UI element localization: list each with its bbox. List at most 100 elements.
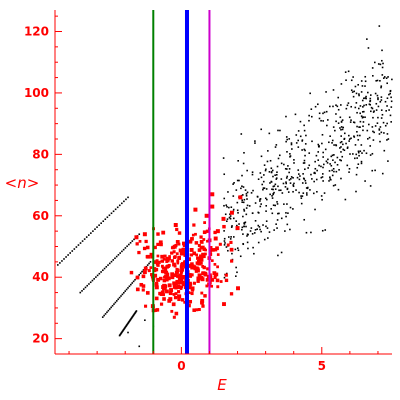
black-point (275, 223, 277, 225)
black-point (236, 209, 239, 212)
red-point (216, 265, 219, 269)
black-point (275, 144, 278, 146)
red-point (167, 257, 171, 261)
black-point (226, 220, 228, 223)
black-point (104, 218, 107, 221)
black-point (277, 129, 279, 132)
black-point (357, 150, 360, 153)
black-point (365, 104, 368, 106)
black-point (373, 131, 375, 134)
black-point (274, 183, 277, 186)
red-point (165, 278, 169, 282)
black-point (311, 178, 313, 180)
black-point (117, 254, 120, 256)
black-point (288, 179, 291, 181)
black-point (231, 252, 233, 255)
red-point (235, 226, 240, 231)
red-point (222, 302, 226, 307)
black-point (370, 106, 373, 109)
black-point (324, 229, 327, 231)
black-point (274, 188, 277, 190)
black-point (124, 290, 127, 292)
black-point (236, 271, 238, 274)
red-point (187, 291, 191, 295)
black-point (251, 212, 254, 214)
black-point (227, 236, 230, 238)
black-point (389, 114, 392, 117)
red-series (129, 192, 243, 319)
red-point (156, 277, 161, 282)
red-point (199, 235, 203, 239)
black-point (335, 170, 338, 173)
black-point (385, 110, 387, 112)
red-point (197, 244, 201, 248)
black-point (352, 95, 355, 98)
red-point (201, 304, 205, 308)
red-point (170, 259, 174, 263)
black-point (304, 154, 306, 157)
black-point (236, 201, 239, 204)
red-point (177, 277, 182, 282)
black-point (356, 130, 358, 133)
x-axis-label: E (217, 376, 227, 394)
black-point (260, 155, 263, 158)
black-point (283, 203, 285, 205)
black-point (260, 176, 263, 179)
black-point (362, 121, 365, 123)
black-point (112, 259, 115, 261)
black-point (320, 195, 323, 197)
red-point (226, 243, 230, 247)
y-tick-label: 100 (24, 86, 49, 100)
black-point (260, 203, 262, 205)
black-point (271, 188, 273, 191)
red-point (238, 195, 243, 200)
black-point (252, 189, 254, 192)
black-point (223, 204, 225, 207)
black-point (142, 269, 145, 271)
black-point (314, 105, 317, 108)
black-point (323, 163, 325, 166)
black-point (322, 112, 324, 115)
red-point (236, 286, 240, 291)
black-point (360, 91, 363, 93)
tick-labels: 20 40 60 80 100 120 0 5 (24, 25, 326, 374)
black-point (367, 91, 369, 94)
red-point (187, 257, 192, 262)
black-point (235, 220, 238, 222)
red-point (141, 274, 146, 279)
black-point (357, 107, 360, 110)
black-point (383, 132, 385, 134)
black-point (333, 170, 335, 173)
black-point (57, 264, 59, 266)
black-point (149, 261, 152, 263)
black-point (308, 119, 310, 122)
black-point (361, 152, 363, 154)
red-point (183, 265, 187, 269)
black-point (301, 139, 304, 141)
black-point (250, 227, 253, 229)
black-point (98, 224, 100, 226)
black-point (263, 174, 265, 176)
black-point (277, 212, 279, 215)
black-point (348, 171, 350, 173)
red-point (191, 265, 196, 270)
black-point (288, 138, 291, 140)
black-point (331, 139, 334, 142)
black-point (107, 264, 109, 266)
black-point (259, 198, 262, 200)
black-point (353, 136, 356, 138)
black-point (239, 255, 242, 258)
black-point (330, 155, 333, 158)
black-point (302, 162, 305, 164)
black-point (349, 153, 351, 155)
red-point (202, 247, 207, 251)
red-point (213, 275, 217, 279)
red-point (188, 273, 192, 276)
black-point (223, 173, 226, 176)
black-point (343, 132, 346, 135)
x-tick-label: 0 (177, 359, 185, 373)
black-point (340, 120, 343, 123)
black-point (232, 217, 235, 220)
black-point (339, 116, 342, 119)
black-point (246, 198, 248, 200)
